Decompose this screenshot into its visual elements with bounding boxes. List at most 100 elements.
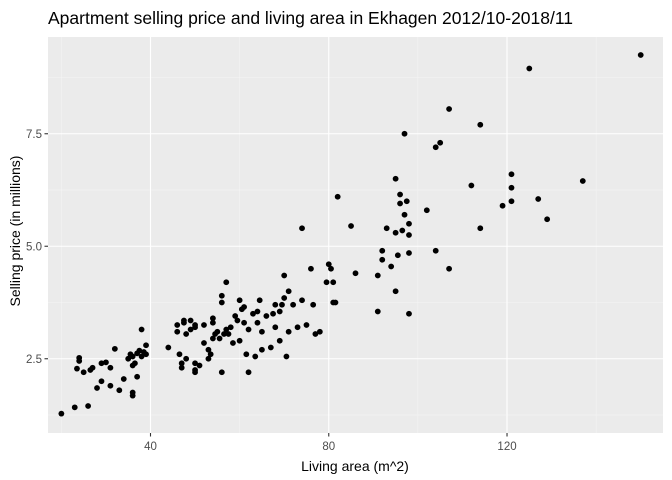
data-point xyxy=(279,301,285,308)
data-point xyxy=(196,362,203,369)
data-point xyxy=(294,324,301,331)
data-point xyxy=(176,351,183,358)
data-point xyxy=(383,225,390,232)
data-point xyxy=(129,392,136,399)
data-point xyxy=(138,326,145,333)
data-point xyxy=(236,297,243,304)
data-point xyxy=(388,263,395,270)
data-point xyxy=(374,272,381,279)
data-point xyxy=(332,299,339,306)
data-point xyxy=(397,200,403,207)
data-point xyxy=(209,335,216,342)
y-tick-label: 5.0 xyxy=(26,241,42,253)
data-point xyxy=(308,265,314,272)
data-point xyxy=(323,279,330,286)
data-point xyxy=(116,387,123,394)
data-point xyxy=(299,225,305,232)
data-point xyxy=(446,106,452,112)
data-point xyxy=(285,328,292,335)
data-point xyxy=(401,130,408,137)
data-point xyxy=(243,351,250,358)
data-point xyxy=(241,304,247,310)
data-point xyxy=(526,65,533,72)
data-point xyxy=(437,139,444,146)
data-point xyxy=(183,355,190,362)
data-point xyxy=(181,317,187,324)
data-point xyxy=(397,191,403,198)
data-point xyxy=(218,292,225,299)
data-point xyxy=(134,373,141,380)
x-tick-label: 120 xyxy=(497,441,516,453)
y-axis-title: Selling price (in millions) xyxy=(7,156,23,307)
data-point xyxy=(129,353,136,360)
data-point xyxy=(535,196,542,202)
x-axis-title: Living area (m^2) xyxy=(301,458,409,474)
data-point xyxy=(303,322,310,328)
data-point xyxy=(283,353,290,360)
data-point xyxy=(236,337,243,344)
data-point xyxy=(218,299,225,306)
data-point xyxy=(234,317,241,324)
data-point xyxy=(165,344,172,351)
data-point xyxy=(403,198,410,205)
panel-background xyxy=(48,37,663,433)
data-point xyxy=(71,404,78,411)
data-point xyxy=(98,360,105,367)
x-tick-label: 40 xyxy=(144,441,157,453)
data-point xyxy=(281,272,288,279)
data-point xyxy=(209,319,216,326)
data-point xyxy=(252,353,259,360)
data-point xyxy=(325,261,332,268)
data-point xyxy=(218,369,225,376)
data-point xyxy=(392,175,399,182)
data-point xyxy=(285,288,292,295)
data-point xyxy=(468,182,475,189)
data-point xyxy=(132,360,138,367)
data-point xyxy=(58,410,65,417)
data-point xyxy=(80,369,87,376)
data-point xyxy=(299,297,305,304)
data-point xyxy=(223,326,230,333)
data-point xyxy=(143,351,149,358)
data-point xyxy=(423,207,430,214)
data-point xyxy=(312,331,319,337)
x-tick-label: 80 xyxy=(322,441,335,453)
chart-title: Apartment selling price and living area … xyxy=(48,8,573,28)
y-tick-label: 2.5 xyxy=(26,354,42,366)
data-point xyxy=(187,326,194,333)
data-point xyxy=(245,326,252,333)
data-point xyxy=(98,378,105,385)
data-point xyxy=(379,247,386,254)
data-point xyxy=(138,353,145,360)
data-point xyxy=(120,376,127,382)
x-axis: 40 80 120 xyxy=(144,433,517,453)
data-point xyxy=(290,301,297,308)
data-point xyxy=(125,355,132,362)
data-point xyxy=(352,270,359,277)
y-axis: 2.5 5.0 7.5 xyxy=(26,129,48,366)
data-point xyxy=(432,247,439,254)
data-point xyxy=(183,331,190,337)
data-point xyxy=(192,322,198,328)
data-point xyxy=(201,322,207,328)
data-point xyxy=(259,328,265,335)
data-points xyxy=(58,52,644,417)
data-point xyxy=(192,360,198,367)
data-point xyxy=(136,347,143,354)
data-point xyxy=(310,301,317,308)
data-point xyxy=(276,337,283,344)
data-point xyxy=(223,279,230,286)
data-point xyxy=(263,313,270,319)
data-point xyxy=(209,315,216,322)
data-point xyxy=(508,198,515,205)
data-point xyxy=(214,328,221,335)
data-point xyxy=(392,229,399,236)
data-point xyxy=(401,211,408,218)
data-point xyxy=(267,344,274,351)
data-point xyxy=(544,216,551,223)
data-point xyxy=(250,310,256,317)
data-point xyxy=(446,265,452,272)
data-point xyxy=(76,354,83,361)
data-point xyxy=(143,342,149,349)
